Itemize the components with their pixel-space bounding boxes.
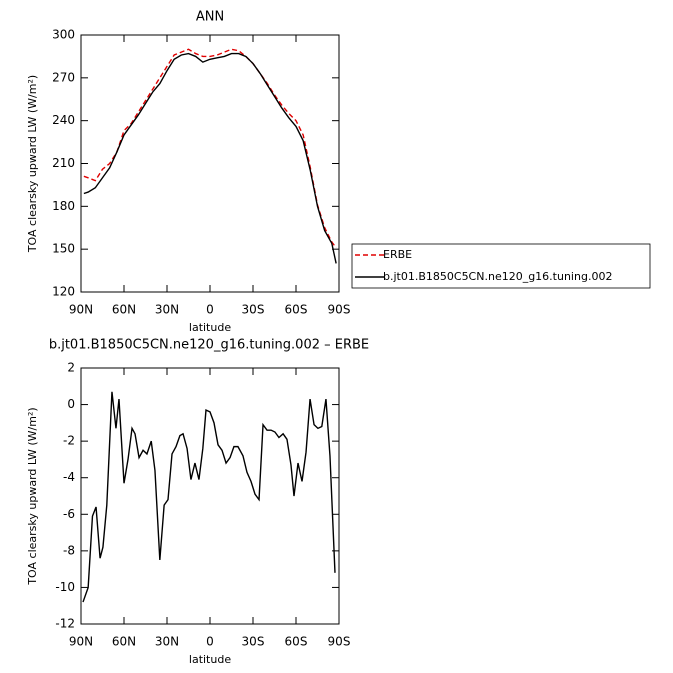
y-tick-label: 270 bbox=[52, 70, 75, 84]
x-tick-label: 0 bbox=[206, 635, 214, 649]
y-tick-label: -4 bbox=[63, 470, 75, 484]
x-tick-label: 90N bbox=[69, 635, 93, 649]
y-tick-label: 120 bbox=[52, 285, 75, 299]
y-tick-label: 2 bbox=[67, 361, 75, 375]
data-line bbox=[83, 52, 337, 264]
x-tick-label: 90S bbox=[328, 635, 351, 649]
x-tick-label: 60S bbox=[285, 303, 308, 317]
x-tick-label: 60S bbox=[285, 635, 308, 649]
x-tick-label: 30N bbox=[155, 635, 179, 649]
y-tick-label: -12 bbox=[55, 617, 75, 631]
x-tick-label: 60N bbox=[112, 635, 136, 649]
chart-title: b.jt01.B1850C5CN.ne120_g16.tuning.002 – … bbox=[49, 338, 369, 353]
y-tick-label: -6 bbox=[63, 507, 75, 521]
data-line bbox=[82, 391, 336, 603]
x-tick-label: 30S bbox=[242, 635, 265, 649]
chart-title: ANN bbox=[196, 10, 224, 25]
y-tick-label: -10 bbox=[55, 580, 75, 594]
x-tick-label: 30N bbox=[155, 303, 179, 317]
y-tick-label: -8 bbox=[63, 543, 75, 557]
y-tick-label: 150 bbox=[52, 242, 75, 256]
y-tick-label: -2 bbox=[63, 434, 75, 448]
y-tick-label: 240 bbox=[52, 113, 75, 127]
y-axis-label: TOA clearsky upward LW (W/m²) bbox=[26, 407, 39, 585]
y-tick-label: 0 bbox=[67, 397, 75, 411]
x-tick-label: 90N bbox=[69, 303, 93, 317]
x-axis-label: latitude bbox=[189, 321, 231, 334]
y-axis-label: TOA clearsky upward LW (W/m²) bbox=[26, 75, 39, 253]
data-line bbox=[83, 48, 337, 249]
legend-box bbox=[351, 243, 651, 289]
y-tick-label: 180 bbox=[52, 199, 75, 213]
y-tick-label: 300 bbox=[52, 28, 75, 42]
y-tick-label: 210 bbox=[52, 156, 75, 170]
legend-label: b.jt01.B1850C5CN.ne120_g16.tuning.002 bbox=[383, 270, 612, 283]
plot-frame bbox=[80, 34, 340, 293]
x-tick-label: 60N bbox=[112, 303, 136, 317]
x-tick-label: 90S bbox=[328, 303, 351, 317]
x-tick-label: 30S bbox=[242, 303, 265, 317]
x-tick-label: 0 bbox=[206, 303, 214, 317]
legend-label: ERBE bbox=[383, 248, 412, 261]
x-axis-label: latitude bbox=[189, 653, 231, 666]
